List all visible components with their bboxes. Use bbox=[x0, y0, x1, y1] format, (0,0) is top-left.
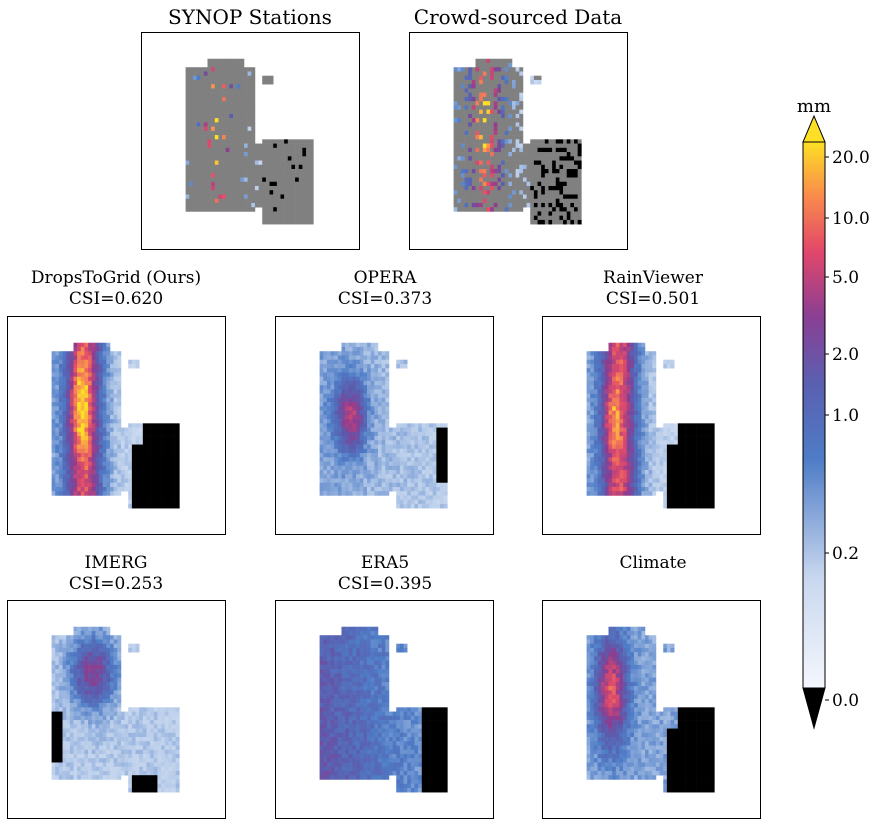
map-panel-crowd bbox=[409, 32, 628, 250]
map-panel-dropstogrid bbox=[7, 316, 226, 535]
map-cells bbox=[319, 342, 448, 509]
colorbar-tick-label: 10.0 bbox=[832, 209, 870, 229]
map-synop bbox=[185, 58, 314, 225]
map-panel-climate bbox=[542, 600, 761, 819]
colorbar-tick-label: 0.2 bbox=[832, 544, 859, 564]
map-panel-synop bbox=[141, 32, 360, 250]
colorbar-tick-label: 2.0 bbox=[832, 345, 859, 365]
panel-csi-rainviewer: CSI=0.501 bbox=[605, 289, 701, 309]
map-cells bbox=[586, 626, 715, 793]
map-climate bbox=[586, 626, 715, 793]
map-panel-imerg bbox=[7, 600, 226, 819]
panel-csi-dropstogrid: CSI=0.620 bbox=[68, 289, 164, 309]
panel-csi-era5: CSI=0.395 bbox=[337, 574, 433, 594]
panel-title-imerg: IMERG bbox=[84, 553, 148, 573]
colorbar-unit: mm bbox=[797, 100, 831, 117]
map-cells bbox=[319, 626, 448, 793]
map-dropstogrid bbox=[51, 342, 180, 509]
map-rainviewer bbox=[586, 342, 715, 509]
map-cells bbox=[51, 626, 180, 793]
map-crowd bbox=[453, 58, 582, 225]
map-imerg bbox=[51, 626, 180, 793]
panel-title-synop: SYNOP Stations bbox=[168, 5, 332, 29]
map-panel-era5 bbox=[275, 600, 494, 819]
colorbar-extend-max bbox=[802, 114, 826, 143]
colorbar-extend-min bbox=[802, 687, 826, 730]
map-cells bbox=[586, 342, 715, 509]
colorbar-tick-label: 0.0 bbox=[832, 691, 859, 711]
panel-title-climate: Climate bbox=[619, 553, 687, 573]
panel-title-crowd: Crowd-sourced Data bbox=[413, 5, 623, 29]
colorbar-bar bbox=[802, 141, 826, 689]
map-panel-opera bbox=[275, 316, 494, 535]
panel-csi-imerg: CSI=0.253 bbox=[68, 574, 164, 594]
panel-title-era5: ERA5 bbox=[360, 553, 410, 573]
colorbar-tick-label: 20.0 bbox=[832, 148, 870, 168]
map-era5 bbox=[319, 626, 448, 793]
map-cells bbox=[51, 342, 180, 509]
map-panel-rainviewer bbox=[542, 316, 761, 535]
panel-title-opera: OPERA bbox=[353, 268, 417, 288]
panel-csi-opera: CSI=0.373 bbox=[337, 289, 433, 309]
panel-title-dropstogrid: DropsToGrid (Ours) bbox=[30, 268, 202, 288]
map-cells bbox=[185, 58, 314, 225]
colorbar: mm 20.0 10.0 5.0 2.0 1.0 0.2 0.0 bbox=[797, 100, 870, 730]
map-opera bbox=[319, 342, 448, 509]
map-cells bbox=[453, 58, 582, 225]
colorbar-tick-label: 1.0 bbox=[832, 406, 859, 426]
panel-title-rainviewer: RainViewer bbox=[603, 268, 703, 288]
colorbar-tick-label: 5.0 bbox=[832, 268, 859, 288]
